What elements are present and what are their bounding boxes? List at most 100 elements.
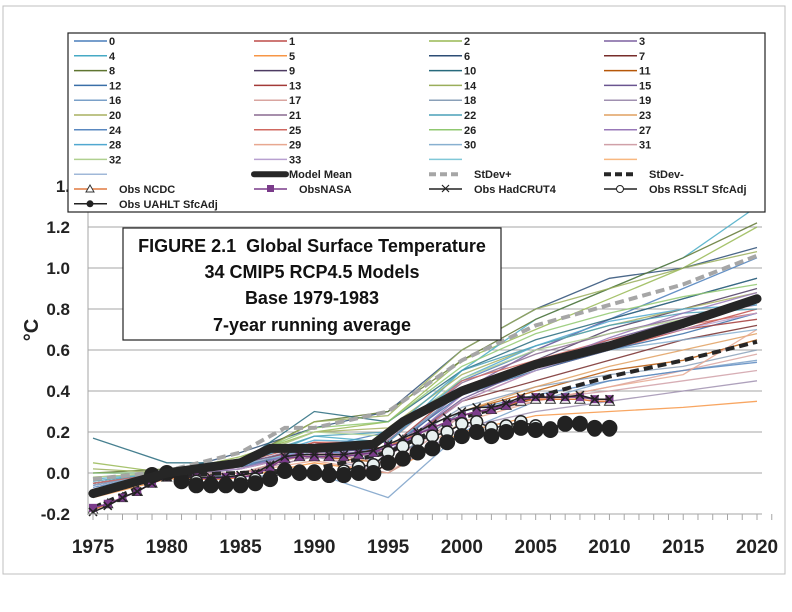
legend-entry-model-23: 23 [604, 110, 651, 122]
obs-point-obs-uahlt-sfcadj [188, 477, 205, 494]
legend-entry-model-11: 11 [604, 66, 651, 78]
y-tick-label: 1.2 [46, 218, 70, 237]
obs-point-obs-hadcrut4 [103, 501, 113, 511]
annotation-line-3: Base 1979-1983 [245, 288, 379, 308]
legend-label: 6 [464, 51, 470, 63]
legend-entry-model-13: 13 [254, 80, 301, 92]
legend-entry-model-26: 26 [429, 125, 476, 137]
legend-label: 28 [109, 140, 121, 152]
legend-entry-model-0: 0 [74, 36, 115, 48]
obs-point-obs-hadcrut4 [132, 486, 142, 496]
legend-entry-model-18: 18 [429, 95, 476, 107]
obs-point-obs-uahlt-sfcadj [586, 419, 603, 436]
annotation-line-1: FIGURE 2.1 Global Surface Temperature [138, 236, 486, 256]
y-tick-label: 1.0 [46, 259, 70, 278]
x-tick-label: 1975 [72, 537, 115, 558]
y-tick-label: 0.8 [46, 300, 70, 319]
legend-label: 18 [464, 95, 476, 107]
legend-entry-model-mean: Model Mean [251, 169, 352, 181]
obs-point-obs-hadcrut4 [457, 406, 467, 417]
legend-label: 11 [639, 66, 651, 78]
obs-point-obs-hadcrut4 [427, 419, 437, 429]
legend-entry-model-28: 28 [74, 140, 121, 152]
obs-point-obs-uahlt-sfcadj [571, 415, 588, 432]
obs-point-obs-hadcrut4 [442, 413, 452, 423]
obs-point-obs-uahlt-sfcadj [557, 415, 574, 432]
legend-entry-model-9: 9 [254, 66, 295, 78]
legend-label: 16 [109, 95, 121, 107]
legend-entry-model-16: 16 [74, 95, 121, 107]
figure-annotation-box: FIGURE 2.1 Global Surface Temperature 34… [122, 227, 502, 341]
legend-label: 22 [464, 110, 476, 122]
legend-label: 15 [639, 80, 651, 92]
legend-entry-model-20: 20 [74, 110, 121, 122]
legend-label: StDev- [649, 169, 684, 181]
legend-entry-obs-obs-uahlt-sfcadj: Obs UAHLT SfcAdj [74, 199, 218, 211]
obs-point-obs-uahlt-sfcadj [291, 465, 308, 481]
obs-point-obs-uahlt-sfcadj [483, 428, 500, 445]
obs-point-obs-hadcrut4 [88, 507, 98, 517]
legend-entry-model-27: 27 [604, 125, 651, 137]
obs-point-obs-uahlt-sfcadj [439, 434, 456, 451]
model-mean-line [88, 294, 762, 498]
obs-point-obs-uahlt-sfcadj [601, 419, 618, 436]
legend-entry-model-19: 19 [604, 95, 651, 107]
legend-label: 1 [289, 36, 295, 48]
legend-entry-model-24: 24 [74, 125, 122, 137]
legend-label: 27 [639, 125, 651, 137]
legend-marker-triangle-icon [85, 183, 95, 193]
obs-point-obs-hadcrut4 [265, 460, 275, 470]
legend-entry-obs-obsnasa: ObsNASA [254, 184, 352, 196]
legend-label: 4 [109, 51, 116, 63]
legend-entry-model-29: 29 [254, 140, 301, 152]
y-tick-label: 0.0 [46, 464, 70, 483]
x-tick-label: 1995 [367, 537, 410, 558]
x-tick-label: 2015 [662, 537, 705, 558]
obs-point-obsnasa [89, 503, 97, 512]
legend-marker-square-icon [267, 185, 274, 192]
obs-point-obs-rsslt-sfcadj [396, 439, 410, 454]
legend-label: 10 [464, 66, 476, 78]
legend-entry-model-4: 4 [74, 51, 116, 63]
obs-point-obs-uahlt-sfcadj [409, 444, 426, 461]
legend-entry-model-25: 25 [254, 125, 301, 137]
legend-entry-model-7: 7 [604, 51, 645, 63]
obs-point-obsnasa [339, 452, 348, 461]
legend-entry-model-15: 15 [604, 80, 651, 92]
x-tick-label: 1980 [146, 537, 188, 558]
y-tick-label: -0.2 [41, 505, 70, 524]
legend-entry-model-8: 8 [74, 66, 115, 78]
obs-point-obs-uahlt-sfcadj [321, 467, 338, 484]
obs-point-obsnasa [369, 448, 378, 457]
obs-point-obs-uahlt-sfcadj [542, 421, 559, 438]
legend-entry-model-21: 21 [254, 110, 301, 122]
legend-label: 26 [464, 125, 476, 137]
y-tick-label: 1. [56, 177, 70, 196]
x-tick-label: 1985 [219, 537, 262, 558]
obs-point-obsnasa [266, 462, 275, 471]
legend-label: 31 [639, 140, 651, 152]
legend-label: 7 [639, 51, 645, 63]
obs-point-obs-uahlt-sfcadj [276, 462, 293, 479]
stdev-minus-line [92, 339, 758, 510]
legend-entry-model-17: 17 [254, 95, 301, 107]
x-tick-label: 2000 [441, 537, 483, 558]
legend-entry-model-32: 32 [74, 154, 121, 166]
annotation-line-4: 7-year running average [213, 315, 411, 335]
y-tick-label: 0.4 [46, 382, 70, 401]
legend-entry-model-14: 14 [429, 80, 477, 92]
legend-label: 12 [109, 80, 121, 92]
x-tick-label: 2010 [588, 537, 630, 558]
stdev-plus-line [92, 253, 758, 482]
obs-point-obs-hadcrut4 [516, 392, 526, 402]
annotation-line-2: 34 CMIP5 RCP4.5 Models [204, 262, 419, 282]
obs-point-obsnasa [575, 393, 584, 402]
obs-point-obs-rsslt-sfcadj [455, 417, 469, 431]
obs-point-obs-uahlt-sfcadj [306, 465, 323, 481]
legend-label: Obs NCDC [119, 184, 175, 196]
obs-point-obs-rsslt-sfcadj [425, 429, 440, 443]
obs-point-obsnasa [487, 405, 496, 414]
obs-point-obs-uahlt-sfcadj [512, 419, 529, 436]
legend-marker-filled-circle-icon [86, 200, 94, 208]
